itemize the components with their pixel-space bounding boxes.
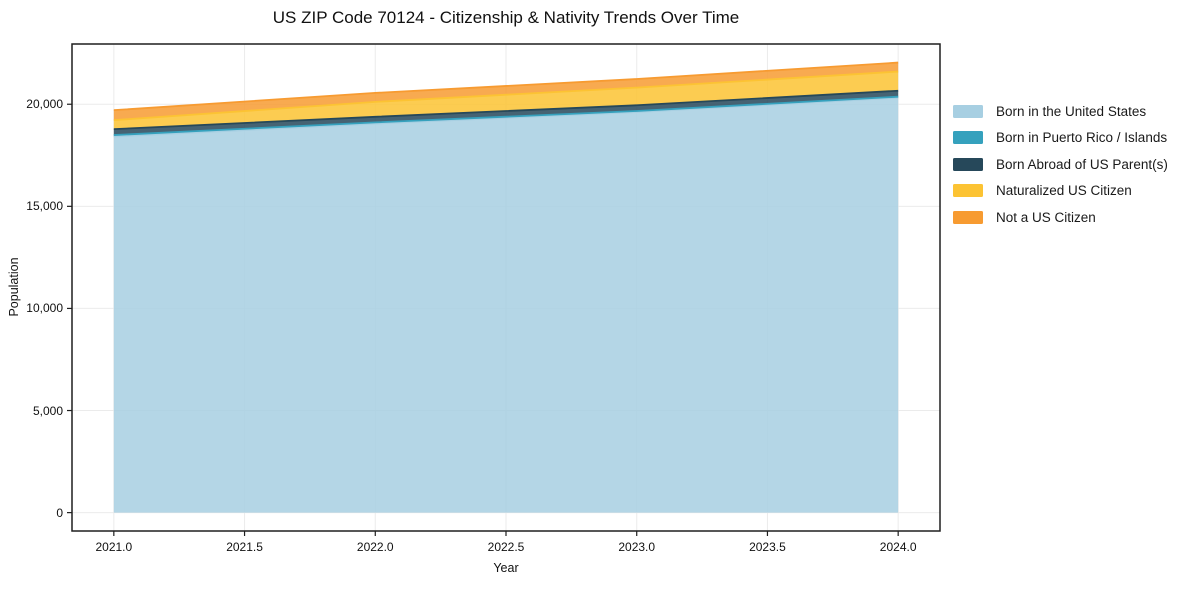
line-naturalized-us-citizen <box>113 70 899 122</box>
chart-title: US ZIP Code 70124 - Citizenship & Nativi… <box>272 8 740 27</box>
x-tick-label: 2022.0 <box>356 540 394 554</box>
legend-label: Born Abroad of US Parent(s) <box>996 156 1168 172</box>
x-tick-label: 2023.0 <box>618 540 656 554</box>
legend-label: Born in Puerto Rico / Islands <box>996 130 1168 145</box>
legend: Born in the United States Born in Puerto… <box>953 104 1168 237</box>
x-tick-label: 2023.5 <box>749 540 786 554</box>
line-born-in-the-united-states <box>113 96 899 138</box>
legend-label: Naturalized US Citizen <box>996 183 1132 198</box>
y-tick-label: 0 <box>56 505 63 520</box>
legend-swatch-naturalized <box>953 184 983 197</box>
legend-label: Born in the United States <box>996 103 1147 119</box>
legend-label: Not a US Citizen <box>996 209 1096 225</box>
legend-item: Born Abroad of US Parent(s) <box>953 156 1168 172</box>
line-born-abroad-of-us-parent-s <box>113 89 899 131</box>
x-axis-label: Year <box>493 561 519 575</box>
legend-item: Born in Puerto Rico / Islands <box>953 130 1168 145</box>
y-tick-label: 20,000 <box>26 97 63 112</box>
legend-item: Not a US Citizen <box>953 209 1168 225</box>
legend-item: Born in the United States <box>953 103 1168 119</box>
x-tick-label: 2024.0 <box>879 540 917 554</box>
x-tick-label: 2021.0 <box>95 540 133 554</box>
x-tick-label: 2021.5 <box>226 540 263 554</box>
line-born-in-puerto-rico-islands <box>113 95 899 136</box>
y-axis-label: Population <box>7 257 21 317</box>
legend-swatch-born-in-us <box>953 104 983 118</box>
area-born-in-the-united-states <box>113 97 899 513</box>
legend-swatch-not-a-citizen <box>953 210 983 224</box>
x-tick-label: 2022.5 <box>487 540 525 554</box>
legend-swatch-born-in-puerto-rico <box>953 131 983 144</box>
legend-item: Naturalized US Citizen <box>953 183 1168 198</box>
y-tick-label: 15,000 <box>26 199 63 214</box>
area-naturalized-us-citizen <box>113 71 899 130</box>
line-not-a-us-citizen <box>113 61 899 112</box>
y-tick-label: 5,000 <box>32 403 63 418</box>
y-tick-label: 10,000 <box>26 301 63 316</box>
legend-swatch-born-abroad <box>953 157 983 171</box>
